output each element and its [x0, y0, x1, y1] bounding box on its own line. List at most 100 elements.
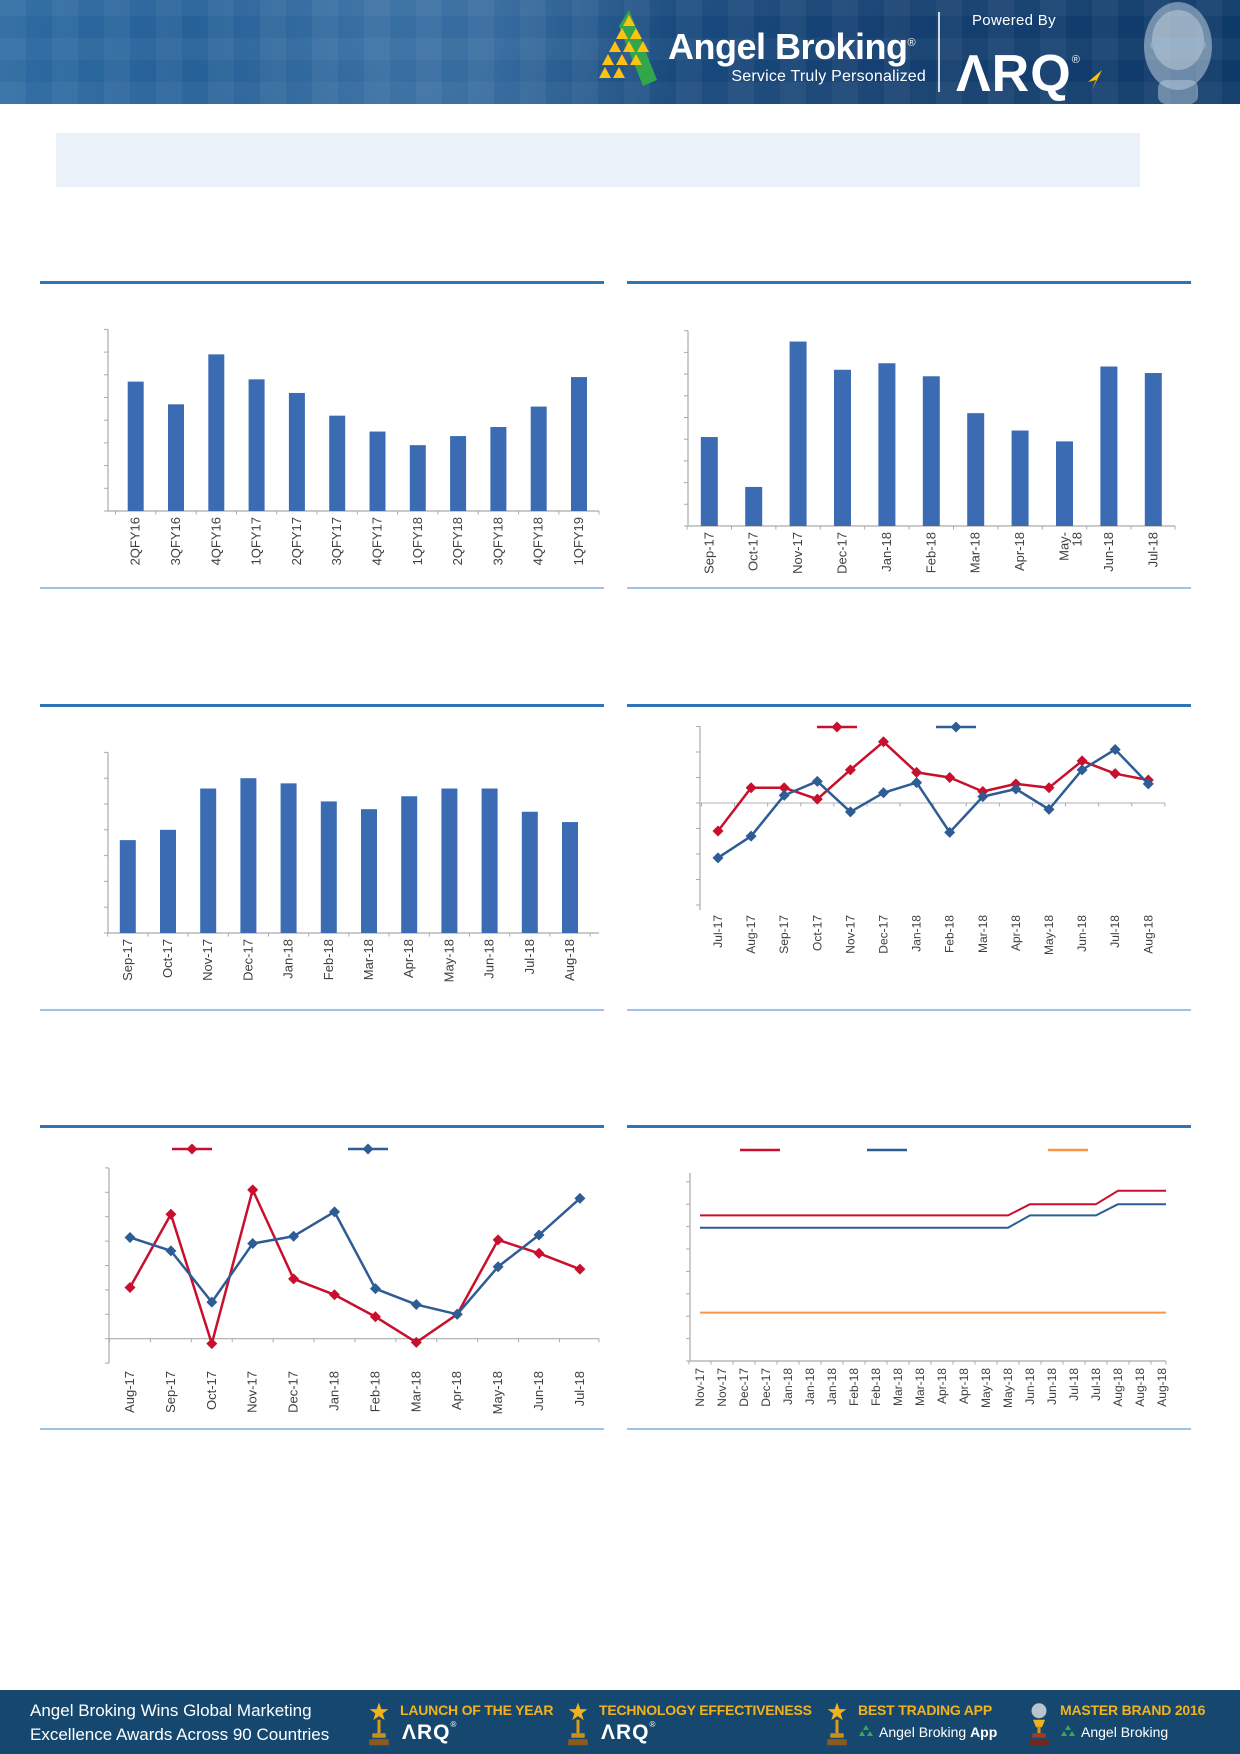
- svg-text:1QFY19: 1QFY19: [571, 517, 586, 565]
- svg-text:Aug-18: Aug-18: [1111, 1368, 1125, 1407]
- svg-text:Apr-18: Apr-18: [449, 1371, 464, 1410]
- svg-text:Oct-17: Oct-17: [204, 1371, 219, 1410]
- footer-headline-line1: Angel Broking Wins Global Marketing: [30, 1701, 312, 1720]
- svg-text:Nov-17: Nov-17: [200, 939, 215, 981]
- svg-text:Jun-18: Jun-18: [1101, 532, 1116, 572]
- svg-text:3QFY16: 3QFY16: [168, 517, 183, 565]
- line-chart-aug17-jul18-plot: Aug-17 Sep-17 Oct-17 Nov-17 Dec-17 Jan-18 Feb-…: [105, 1143, 600, 1414]
- svg-text:Mar-18: Mar-18: [408, 1371, 423, 1412]
- svg-text:Nov-17: Nov-17: [693, 1368, 707, 1407]
- svg-text:Aug-18: Aug-18: [1155, 1368, 1169, 1407]
- award-brand-label: Angel Broking: [1060, 1724, 1168, 1740]
- svg-text:May-18: May-18: [441, 939, 456, 982]
- svg-text:Jun-18: Jun-18: [482, 939, 497, 979]
- svg-text:Jun-18: Jun-18: [1045, 1368, 1059, 1405]
- svg-text:Feb-18: Feb-18: [847, 1368, 861, 1406]
- svg-text:Jan-18: Jan-18: [803, 1368, 817, 1405]
- svg-text:Dec-17: Dec-17: [759, 1368, 773, 1407]
- svg-text:2QFY17: 2QFY17: [289, 517, 304, 565]
- svg-text:Aug-18: Aug-18: [562, 939, 577, 981]
- svg-text:Dec-17: Dec-17: [286, 1371, 301, 1413]
- svg-text:Mar-18: Mar-18: [968, 532, 983, 573]
- svg-text:May-18: May-18: [1001, 1368, 1015, 1408]
- svg-text:3QFY17: 3QFY17: [329, 517, 344, 565]
- award-brand-label: Angel Broking App: [858, 1724, 997, 1740]
- angel-mini-logo-icon: [859, 1725, 873, 1736]
- bar-chart-quarterly-plot: 2QFY16 3QFY16 4QFY16 1QFY17 2QFY17 3QFY17 4QFY…: [104, 328, 600, 565]
- award-arq-wordmark: ΛRQ®: [601, 1720, 657, 1744]
- angel-broking-logo-icon: [599, 10, 657, 86]
- arq-head-graphic: [1144, 2, 1212, 104]
- brand-name: Angel Broking®: [668, 26, 916, 67]
- step-line-chart-nov17-aug18: Nov-17 Nov-17 Dec-17 Dec-17 Jan-18 Jan-18 Jan-…: [627, 1125, 1191, 1430]
- svg-text:Apr-18: Apr-18: [957, 1368, 971, 1404]
- svg-text:Jun-18: Jun-18: [1075, 915, 1089, 952]
- svg-text:18: 18: [1070, 532, 1085, 546]
- arq-logo: ΛRQ®: [956, 30, 1102, 104]
- footer: Angel Broking Wins Global Marketing Exce…: [0, 1690, 1240, 1754]
- svg-text:Jun-18: Jun-18: [531, 1371, 546, 1411]
- bar-chart-monthly-sep17-aug18-plot: Sep-17 Oct-17 Nov-17 Dec-17 Jan-18 Feb-18 Mar-…: [104, 751, 599, 982]
- brand-tagline: Service Truly Personalized: [731, 68, 926, 85]
- bar-chart-quarterly: 2QFY16 3QFY16 4QFY16 1QFY17 2QFY17 3QFY17 4QFY…: [40, 281, 604, 589]
- brand-registered-mark: ®: [907, 37, 916, 49]
- award-arq-wordmark: ΛRQ®: [402, 1720, 458, 1744]
- svg-text:Jun-18: Jun-18: [1023, 1368, 1037, 1405]
- svg-text:Sep-17: Sep-17: [163, 1371, 178, 1413]
- bar-chart-monthly-sep17-jul18: Sep-17 Oct-17 Nov-17 Dec-17 Jan-18 Feb-18 Mar-…: [627, 281, 1191, 589]
- svg-text:Jan-18: Jan-18: [327, 1371, 342, 1411]
- svg-text:Jul-18: Jul-18: [1145, 532, 1160, 567]
- svg-text:Oct-17: Oct-17: [810, 915, 824, 951]
- svg-text:4QFY16: 4QFY16: [208, 517, 223, 565]
- svg-text:Feb-18: Feb-18: [321, 939, 336, 980]
- powered-by-label: Powered By: [972, 12, 1056, 29]
- trophy-icon: [369, 1702, 389, 1746]
- line-chart-jul17-aug18: Jul-17 Aug-17 Sep-17 Oct-17 Nov-17 Dec-17 Jan-…: [627, 704, 1191, 1011]
- line-chart-aug17-jul18: Aug-17 Sep-17 Oct-17 Nov-17 Dec-17 Jan-18 Feb-…: [40, 1125, 604, 1430]
- svg-text:Oct-17: Oct-17: [746, 532, 761, 571]
- svg-text:Aug-17: Aug-17: [122, 1371, 137, 1413]
- line-chart-jul17-aug18-plot: Jul-17 Aug-17 Sep-17 Oct-17 Nov-17 Dec-17 Jan-…: [696, 721, 1166, 955]
- trophy-icon: [568, 1702, 588, 1746]
- svg-text:2QFY18: 2QFY18: [450, 517, 465, 565]
- svg-text:Apr-18: Apr-18: [1012, 532, 1027, 571]
- svg-text:Dec-17: Dec-17: [877, 915, 891, 954]
- svg-text:Jan-18: Jan-18: [910, 915, 924, 952]
- svg-text:Feb-18: Feb-18: [869, 1368, 883, 1406]
- svg-text:Mar-18: Mar-18: [976, 915, 990, 953]
- arq-arrow-icon: [1088, 70, 1102, 90]
- award-title: LAUNCH OF THE YEAR: [400, 1702, 554, 1718]
- svg-text:Feb-18: Feb-18: [367, 1371, 382, 1412]
- svg-text:4QFY17: 4QFY17: [370, 517, 385, 565]
- svg-text:Jul-18: Jul-18: [572, 1371, 587, 1406]
- svg-text:Aug-18: Aug-18: [1133, 1368, 1147, 1407]
- footer-headline-line2: Excellence Awards Across 90 Countries: [30, 1725, 330, 1744]
- svg-text:Jan-18: Jan-18: [781, 1368, 795, 1405]
- svg-text:Jul-18: Jul-18: [1067, 1368, 1081, 1401]
- svg-text:Mar-18: Mar-18: [891, 1368, 905, 1406]
- svg-text:Sep-17: Sep-17: [120, 939, 135, 981]
- svg-text:Jul-17: Jul-17: [711, 915, 725, 948]
- svg-text:Jul-18: Jul-18: [522, 939, 537, 974]
- award-title: TECHNOLOGY EFFECTIVENESS: [599, 1702, 812, 1718]
- svg-text:Apr-18: Apr-18: [401, 939, 416, 978]
- svg-text:Sep-17: Sep-17: [701, 532, 716, 574]
- svg-text:Aug-18: Aug-18: [1141, 915, 1155, 954]
- svg-text:1QFY17: 1QFY17: [249, 517, 264, 565]
- svg-text:May-18: May-18: [1042, 915, 1056, 955]
- svg-text:Apr-18: Apr-18: [935, 1368, 949, 1404]
- svg-text:Mar-18: Mar-18: [361, 939, 376, 980]
- step-line-chart-nov17-aug18-plot: Nov-17 Nov-17 Dec-17 Dec-17 Jan-18 Jan-18 Jan-…: [686, 1148, 1169, 1408]
- bar-chart-monthly-sep17-jul18-plot: Sep-17 Oct-17 Nov-17 Dec-17 Jan-18 Feb-18 Mar-…: [684, 330, 1176, 574]
- svg-text:2QFY16: 2QFY16: [128, 517, 143, 565]
- svg-text:Dec-17: Dec-17: [737, 1368, 751, 1407]
- svg-text:Jul-18: Jul-18: [1108, 915, 1122, 948]
- award-title: MASTER BRAND 2016: [1060, 1702, 1206, 1718]
- trophy-icon: [827, 1702, 847, 1746]
- svg-text:Feb-18: Feb-18: [923, 532, 938, 573]
- svg-text:1QFY18: 1QFY18: [410, 517, 425, 565]
- header-divider: [938, 12, 940, 92]
- bar-chart-monthly-sep17-aug18: Sep-17 Oct-17 Nov-17 Dec-17 Jan-18 Feb-18 Mar-…: [40, 704, 604, 1011]
- angel-mini-logo-icon: [1061, 1725, 1075, 1736]
